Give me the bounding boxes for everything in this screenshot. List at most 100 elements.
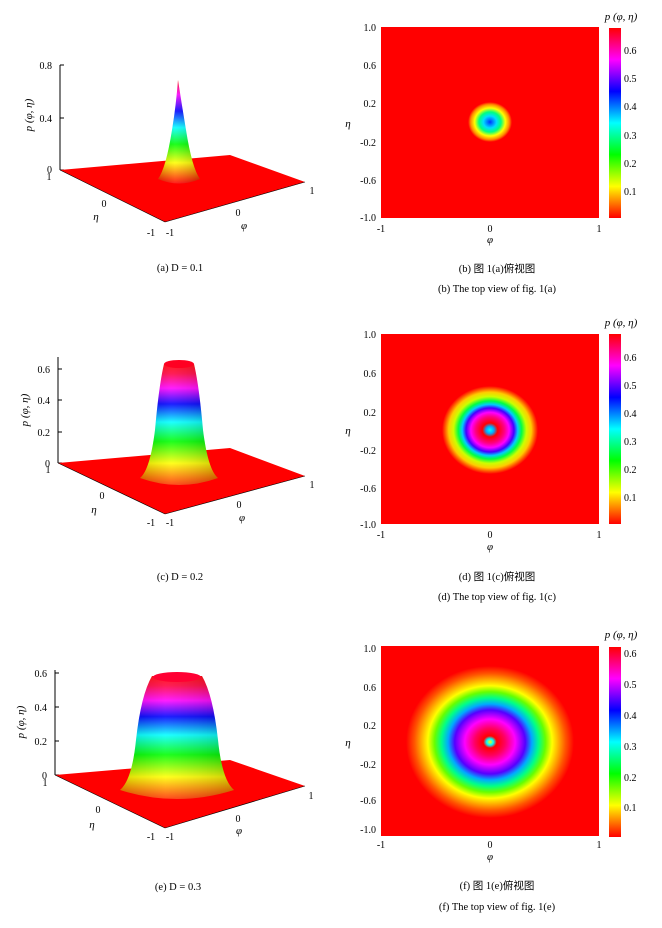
panel-c-surface: 0.6 0.4 0.2 0 p (φ, η) 1 0 -1 η -1 0 1 φ… [19, 357, 315, 583]
x-tick-label: 1 [597, 224, 602, 235]
y-tick-label: -1 [147, 228, 155, 239]
colorbar-tick: 0.5 [624, 680, 637, 691]
y-tick-label: 0.2 [364, 408, 377, 419]
colorbar-tick: 0.5 [624, 74, 637, 85]
colorbar-title: p (φ, η) [604, 11, 638, 23]
y-tick-label: 0 [100, 491, 105, 502]
y-axis-label: η [91, 504, 96, 516]
z-tick-label: 0.4 [40, 114, 53, 125]
y-axis-label: η [345, 737, 350, 749]
colorbar [609, 647, 621, 837]
y-tick-label: 0 [102, 199, 107, 210]
heatmap-peak-blob [442, 386, 538, 474]
z-tick-label: 0.6 [38, 365, 51, 376]
surface-top-cap [164, 360, 194, 368]
x-tick-label: -1 [166, 832, 174, 843]
colorbar-title: p (φ, η) [604, 629, 638, 641]
colorbar-tick: 0.3 [624, 437, 637, 448]
colorbar-tick: 0.1 [624, 187, 637, 198]
x-tick-label: 0 [488, 840, 493, 851]
panel-caption-cn: (f) 图 1(e)俯视图 [460, 879, 535, 892]
x-axis-label: φ [236, 825, 242, 837]
panel-b-heatmap: 1.0 0.6 0.2 -0.2 -0.6 -1.0 η -1 0 1 φ p … [345, 11, 637, 295]
panel-a-surface: 0.8 0.4 0 p (φ, η) 1 0 -1 η -1 0 1 φ (a)… [23, 61, 315, 274]
y-tick-label: 1 [43, 778, 48, 789]
colorbar-tick: 0.1 [624, 803, 637, 814]
z-tick-label: 0 [47, 165, 52, 176]
x-tick-label: -1 [166, 228, 174, 239]
z-tick-label: 0.8 [40, 61, 53, 72]
x-axis-label: φ [239, 512, 245, 524]
colorbar-tick: 0.6 [624, 649, 637, 660]
z-axis-label: p (φ, η) [19, 393, 31, 427]
colorbar-tick: 0.6 [624, 46, 637, 57]
heatmap-peak-blob [406, 666, 574, 818]
surface-top-cap [153, 672, 201, 682]
y-tick-label: -1.0 [360, 213, 376, 224]
colorbar-title: p (φ, η) [604, 317, 638, 329]
colorbar-tick: 0.2 [624, 773, 637, 784]
z-tick-label: 0 [45, 459, 50, 470]
colorbar-tick: 0.6 [624, 353, 637, 364]
y-tick-label: 0.6 [364, 683, 377, 694]
panel-caption-en: (b) The top view of fig. 1(a) [438, 284, 556, 295]
y-tick-label: -1.0 [360, 825, 376, 836]
x-tick-label: 1 [310, 480, 315, 491]
surface-floor [60, 155, 305, 222]
colorbar [609, 28, 621, 218]
y-axis-label: η [93, 211, 98, 223]
y-axis-label: η [89, 819, 94, 831]
x-tick-label: 0 [237, 500, 242, 511]
panel-caption-en: (f) The top view of fig. 1(e) [439, 902, 556, 913]
y-tick-label: 1.0 [364, 330, 377, 341]
x-tick-label: -1 [377, 840, 385, 851]
x-tick-label: 1 [597, 530, 602, 541]
y-tick-label: -1 [147, 832, 155, 843]
x-tick-label: -1 [377, 530, 385, 541]
x-axis-label: φ [487, 541, 493, 553]
y-tick-label: 1.0 [364, 644, 377, 655]
panel-caption: (e) D = 0.3 [155, 882, 201, 893]
colorbar-tick: 0.1 [624, 493, 637, 504]
colorbar [609, 334, 621, 524]
colorbar-tick: 0.5 [624, 381, 637, 392]
y-tick-label: -1.0 [360, 520, 376, 531]
colorbar-tick: 0.3 [624, 742, 637, 753]
panel-caption: (a) D = 0.1 [157, 263, 203, 274]
colorbar-tick: 0.2 [624, 465, 637, 476]
y-tick-label: 0.2 [364, 99, 377, 110]
z-tick-label: 0.2 [38, 428, 51, 439]
z-tick-label: 0.2 [35, 737, 48, 748]
x-tick-label: 0 [488, 530, 493, 541]
x-axis-label: φ [487, 851, 493, 863]
colorbar-tick: 0.4 [624, 711, 637, 722]
y-tick-label: -0.6 [360, 176, 376, 187]
x-tick-label: -1 [377, 224, 385, 235]
panel-caption-cn: (b) 图 1(a)俯视图 [459, 262, 535, 275]
y-tick-label: 0 [96, 805, 101, 816]
panel-caption: (c) D = 0.2 [157, 572, 203, 583]
y-tick-label: 0.6 [364, 369, 377, 380]
panel-d-heatmap: 1.0 0.6 0.2 -0.2 -0.6 -1.0 η -1 0 1 φ p … [345, 317, 637, 603]
colorbar-tick: 0.2 [624, 159, 637, 170]
x-axis-label: φ [241, 220, 247, 232]
y-tick-label: -0.6 [360, 796, 376, 807]
z-axis-label: p (φ, η) [23, 98, 35, 132]
panel-f-heatmap: 1.0 0.6 0.2 -0.2 -0.6 -1.0 η -1 0 1 φ p … [345, 629, 637, 913]
y-tick-label: 1 [46, 465, 51, 476]
x-tick-label: 1 [310, 186, 315, 197]
x-tick-label: 0 [236, 208, 241, 219]
x-tick-label: 0 [488, 224, 493, 235]
z-tick-label: 0.6 [35, 669, 48, 680]
y-tick-label: -1 [147, 518, 155, 529]
z-tick-label: 0.4 [38, 396, 51, 407]
x-axis-label: φ [487, 234, 493, 246]
panel-caption-cn: (d) 图 1(c)俯视图 [459, 570, 535, 583]
z-axis-label: p (φ, η) [15, 705, 27, 739]
y-tick-label: 1 [47, 172, 52, 183]
y-axis-label: η [345, 425, 350, 437]
heatmap-peak-blob [468, 102, 512, 142]
panel-caption-en: (d) The top view of fig. 1(c) [438, 592, 556, 603]
y-axis-label: η [345, 118, 350, 130]
